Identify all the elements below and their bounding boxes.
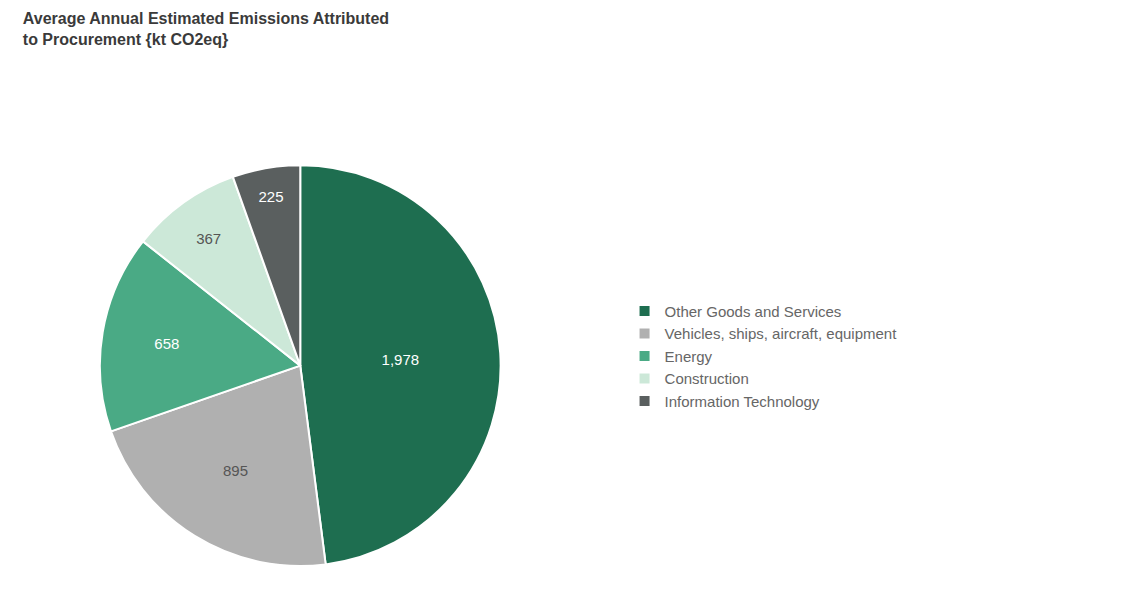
svg-text:Construction: Construction — [665, 370, 749, 387]
svg-text:225: 225 — [259, 188, 284, 205]
svg-text:Other Goods and Services: Other Goods and Services — [665, 303, 842, 320]
svg-text:367: 367 — [196, 230, 221, 247]
svg-text:1,978: 1,978 — [382, 351, 420, 368]
svg-text:Information Technology: Information Technology — [665, 393, 820, 410]
svg-text:658: 658 — [154, 335, 179, 352]
svg-text:895: 895 — [223, 462, 248, 479]
svg-text:Energy: Energy — [665, 348, 713, 365]
svg-text:Vehicles, ships, aircraft, equ: Vehicles, ships, aircraft, equipment — [665, 325, 898, 342]
svg-text:Average Annual Estimated Emiss: Average Annual Estimated Emissions Attri… — [23, 10, 389, 48]
